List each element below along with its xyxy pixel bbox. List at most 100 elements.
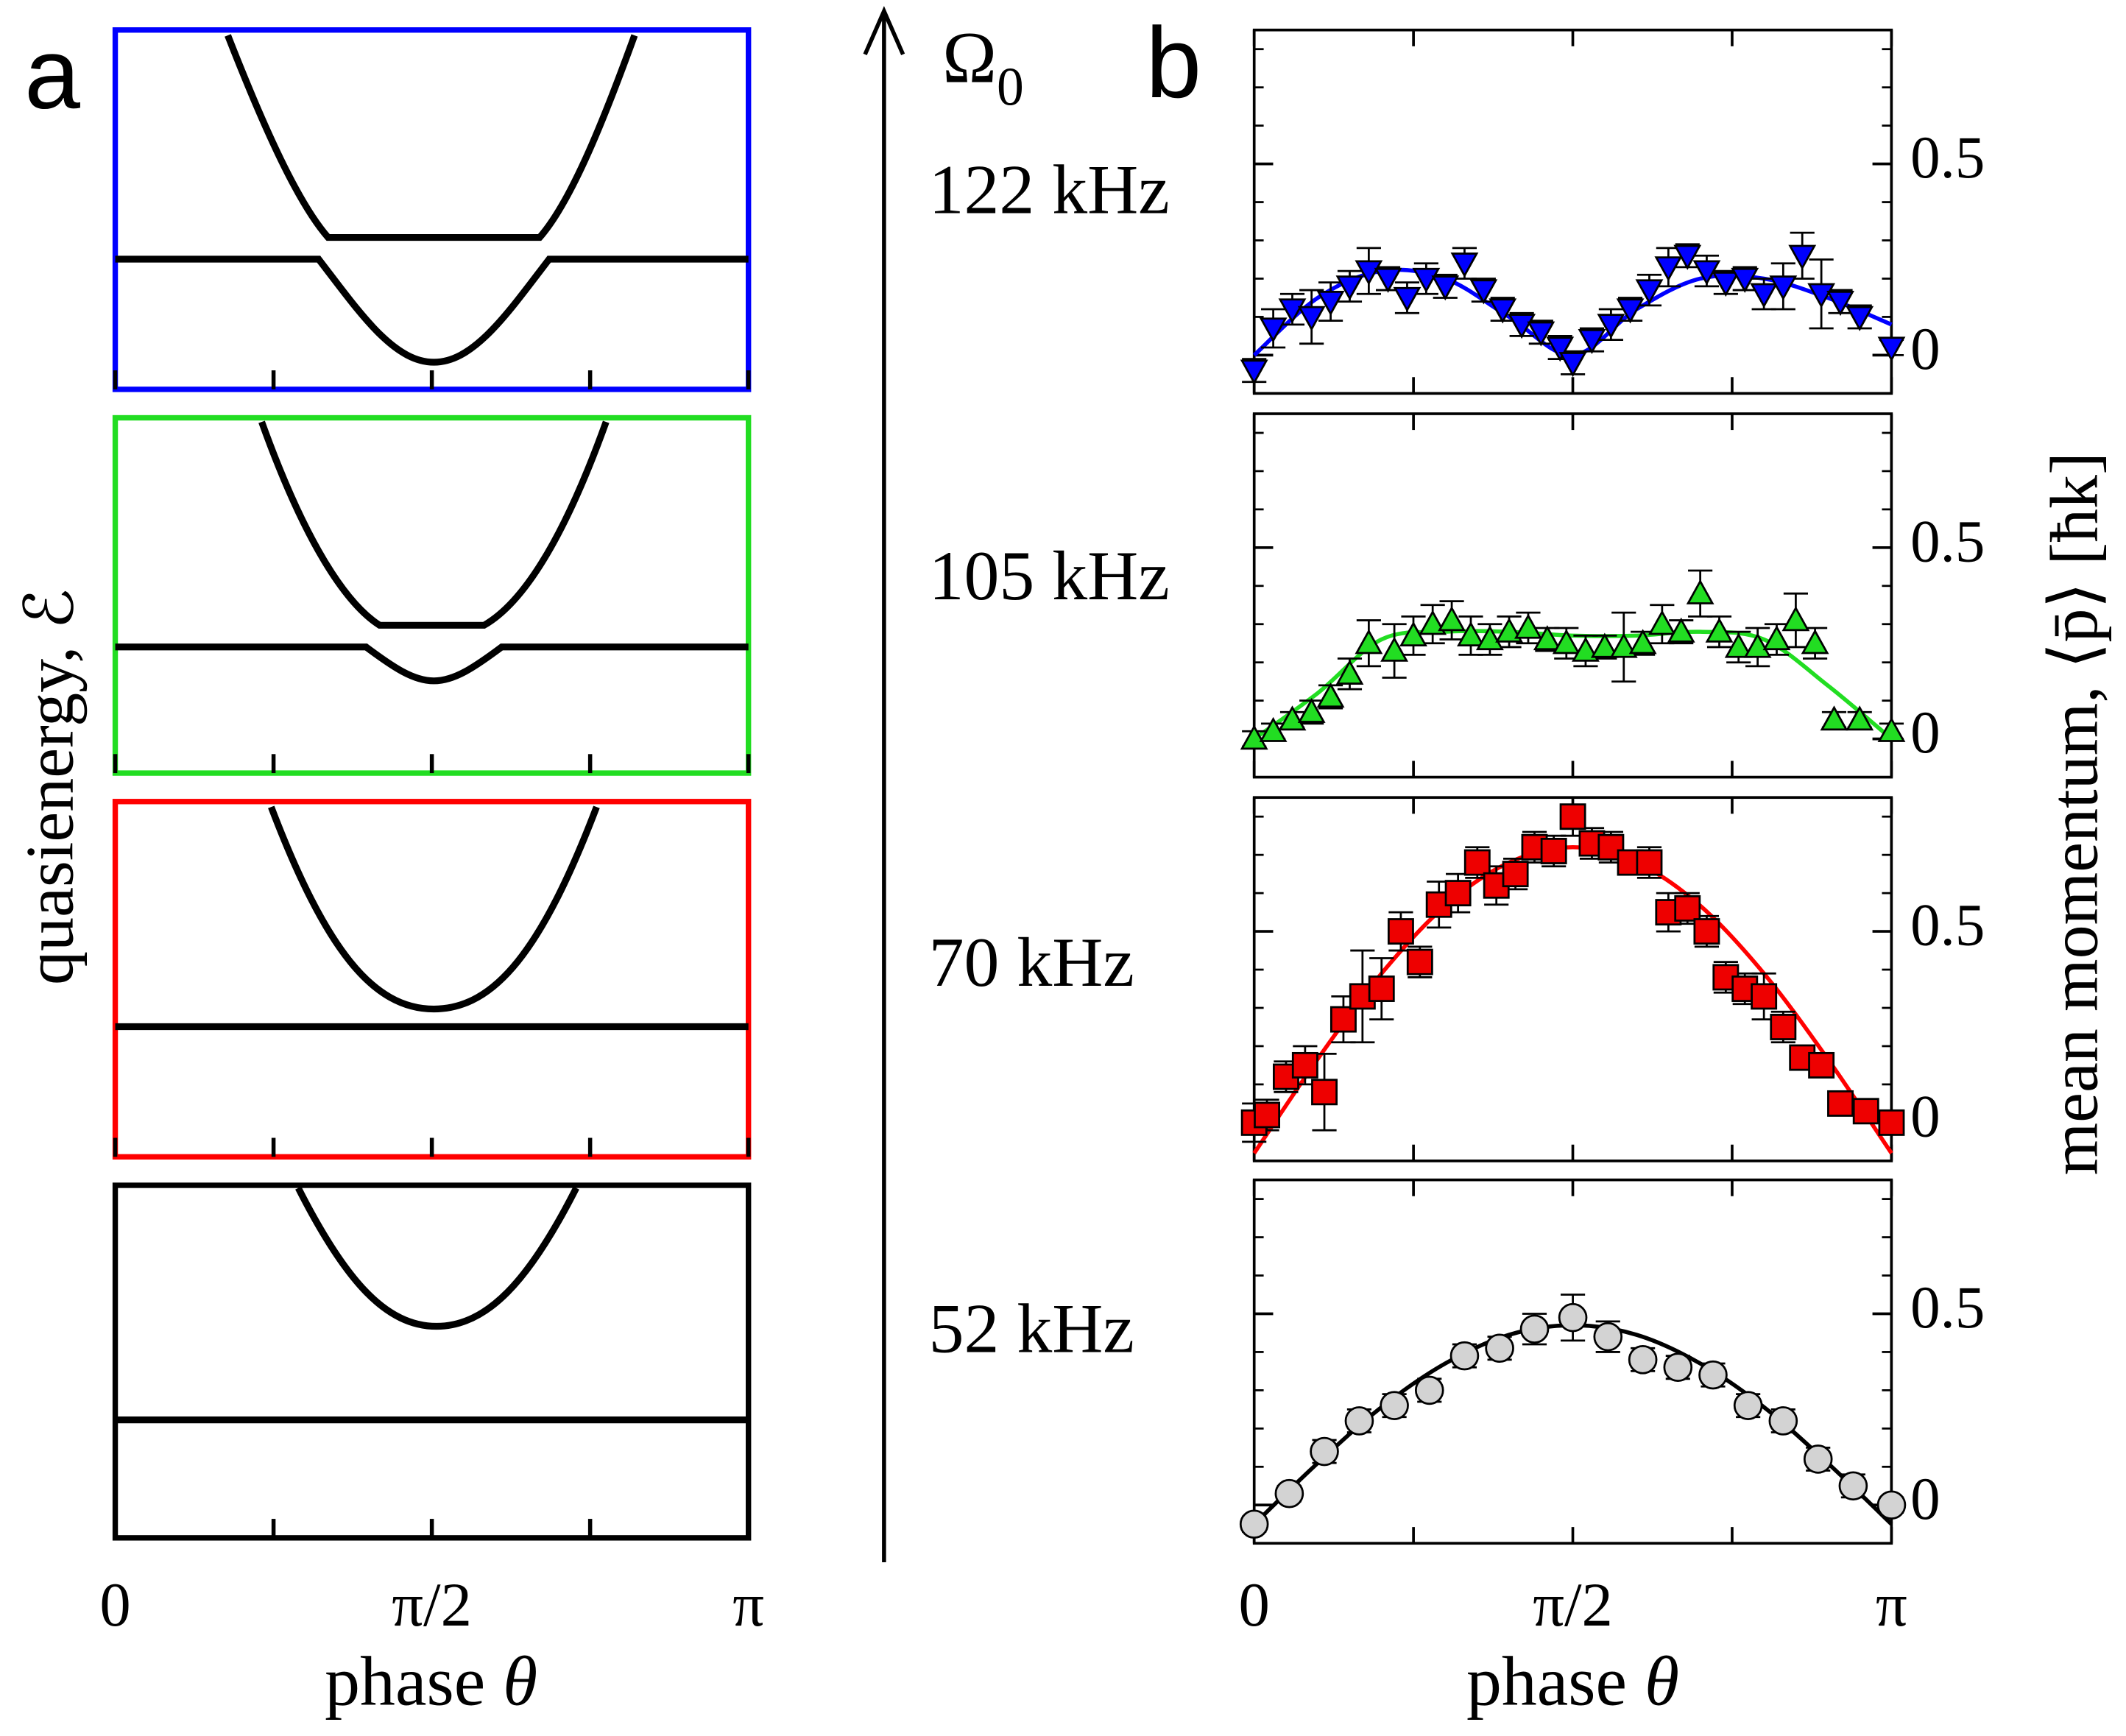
marker bbox=[1387, 918, 1414, 945]
y-tick-label: 0.5 bbox=[1910, 124, 1985, 191]
marker bbox=[1278, 705, 1307, 731]
marker bbox=[1374, 267, 1402, 293]
frame-blue bbox=[112, 27, 752, 392]
marker bbox=[1693, 918, 1720, 945]
marker bbox=[1826, 291, 1854, 317]
marker bbox=[1444, 880, 1472, 907]
marker bbox=[1876, 1490, 1907, 1520]
marker bbox=[1254, 1101, 1281, 1129]
y-tick-label: 0.5 bbox=[1910, 892, 1985, 959]
marker bbox=[1514, 613, 1542, 639]
marker bbox=[1419, 610, 1447, 635]
marker bbox=[1502, 861, 1529, 888]
marker bbox=[1654, 256, 1683, 282]
marker bbox=[1846, 705, 1874, 731]
omega: Ω bbox=[942, 16, 997, 98]
panel-label: 122 kHz bbox=[929, 150, 1170, 228]
marker bbox=[1801, 629, 1829, 654]
panel-label: b bbox=[1145, 7, 1201, 119]
marker bbox=[1628, 1345, 1658, 1375]
marker bbox=[1572, 636, 1600, 662]
marker bbox=[1674, 895, 1701, 922]
band-upper bbox=[268, 805, 600, 1013]
marker bbox=[1540, 838, 1567, 864]
x-axis-label: phase θ bbox=[1466, 1642, 1679, 1720]
marker bbox=[1593, 1322, 1623, 1352]
marker bbox=[1803, 1444, 1833, 1474]
marker bbox=[1768, 1406, 1798, 1436]
marker bbox=[1590, 632, 1619, 658]
marker bbox=[1636, 849, 1663, 876]
marker bbox=[1635, 279, 1664, 305]
panel-label: 70 kHz bbox=[929, 923, 1134, 1001]
marker bbox=[1533, 625, 1561, 651]
x-tick-label: 0 bbox=[99, 1571, 130, 1640]
x-tick-label: π bbox=[732, 1571, 764, 1640]
quasienergy-curves bbox=[115, 34, 749, 1424]
y-tick-label: 0.5 bbox=[1910, 1274, 1985, 1341]
x-tick-label: π bbox=[1876, 1571, 1907, 1640]
marker bbox=[1558, 1302, 1588, 1333]
marker bbox=[1705, 617, 1734, 643]
marker bbox=[1877, 336, 1906, 362]
marker bbox=[1762, 625, 1791, 651]
y-tick-label: 0.5 bbox=[1910, 508, 1985, 574]
marker bbox=[1781, 606, 1810, 632]
marker bbox=[1485, 1333, 1514, 1363]
marker bbox=[1355, 260, 1383, 286]
marker bbox=[1731, 267, 1759, 293]
x-axis-symbol: θ bbox=[503, 1642, 537, 1720]
marker bbox=[1751, 983, 1778, 1010]
marker bbox=[1291, 1051, 1318, 1079]
marker bbox=[1431, 275, 1460, 301]
marker bbox=[1807, 283, 1836, 308]
marker bbox=[1469, 279, 1498, 305]
marker bbox=[1297, 697, 1326, 723]
marker bbox=[1316, 682, 1345, 708]
omega-subscript: 0 bbox=[997, 56, 1024, 116]
marker bbox=[1770, 1014, 1797, 1040]
marker bbox=[1495, 617, 1523, 643]
y-tick-label: 0 bbox=[1910, 1083, 1940, 1149]
marker bbox=[1329, 1006, 1357, 1033]
marker bbox=[1297, 306, 1326, 331]
marker bbox=[1380, 1391, 1409, 1420]
marker bbox=[1463, 849, 1491, 876]
marker bbox=[1519, 1314, 1550, 1344]
y-axis-label: quasienergy, ℰ bbox=[12, 588, 87, 985]
marker bbox=[1827, 1090, 1854, 1117]
marker bbox=[1852, 1098, 1879, 1125]
band-upper bbox=[225, 34, 638, 241]
marker bbox=[1808, 1051, 1835, 1079]
marker bbox=[1578, 328, 1606, 355]
frame-black bbox=[112, 1182, 752, 1541]
y-tick-label: 0 bbox=[1910, 1466, 1940, 1532]
panel-label: a bbox=[24, 18, 80, 130]
marker bbox=[1449, 1341, 1480, 1371]
y-tick-label: 0 bbox=[1910, 316, 1940, 382]
plot-frame bbox=[1252, 1178, 1893, 1545]
x-axis-symbol: θ bbox=[1645, 1642, 1679, 1720]
marker bbox=[1240, 724, 1268, 750]
marker bbox=[1559, 803, 1586, 830]
marker bbox=[1546, 336, 1575, 362]
marker bbox=[1769, 275, 1798, 301]
marker bbox=[1450, 253, 1479, 278]
marker bbox=[1344, 1406, 1374, 1436]
x-axis-label-text: phase bbox=[325, 1642, 485, 1720]
marker bbox=[1712, 272, 1740, 297]
marker bbox=[1335, 659, 1364, 685]
marker bbox=[1750, 283, 1779, 308]
marker bbox=[1663, 1352, 1693, 1383]
frame-red bbox=[112, 799, 752, 1160]
marker bbox=[1457, 621, 1485, 646]
marker bbox=[1609, 632, 1638, 658]
marker bbox=[1239, 1509, 1269, 1539]
arrow-head bbox=[863, 6, 905, 56]
arrow-label: Ω0 bbox=[942, 16, 1024, 116]
x-tick-label: π/2 bbox=[1533, 1571, 1613, 1640]
marker bbox=[1259, 317, 1288, 343]
marker bbox=[1838, 1471, 1868, 1501]
